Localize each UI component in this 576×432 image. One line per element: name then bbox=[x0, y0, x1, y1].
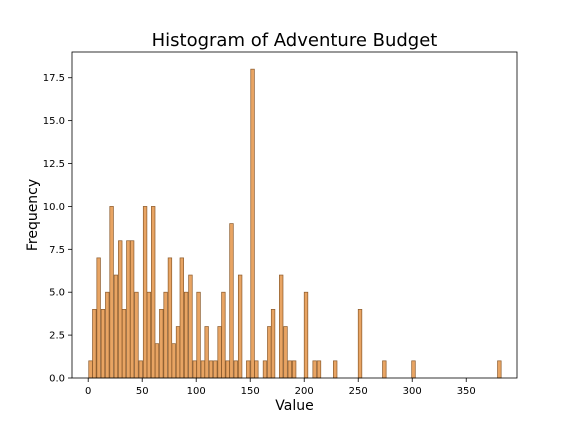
histogram-bar bbox=[121, 309, 127, 379]
histogram-bar bbox=[312, 360, 317, 379]
histogram-bar bbox=[246, 360, 251, 379]
histogram-bar bbox=[96, 257, 101, 379]
histogram-bar bbox=[196, 291, 201, 379]
histogram-bar bbox=[291, 360, 297, 379]
histogram-bar bbox=[283, 326, 288, 379]
y-tick-label: 17.5 bbox=[43, 73, 65, 84]
x-tick-label: 150 bbox=[241, 386, 260, 397]
histogram-bar bbox=[250, 68, 255, 379]
histogram-bar bbox=[213, 360, 218, 379]
histogram-bar bbox=[146, 291, 152, 379]
histogram-bar bbox=[163, 291, 168, 379]
histogram-bar bbox=[175, 326, 181, 379]
histogram-bar bbox=[267, 326, 272, 379]
histogram-bar bbox=[279, 274, 284, 379]
histogram-bar bbox=[105, 291, 110, 379]
histogram-bar bbox=[179, 257, 184, 379]
histogram-bar bbox=[270, 309, 276, 379]
x-tick-label: 350 bbox=[457, 386, 476, 397]
histogram-bar bbox=[225, 360, 230, 379]
histogram-bar bbox=[192, 360, 197, 379]
histogram-bar bbox=[92, 309, 97, 379]
histogram-bar bbox=[109, 206, 114, 379]
histogram-bar bbox=[126, 240, 131, 379]
histogram-bar bbox=[333, 360, 338, 379]
chart-title: Histogram of Adventure Budget bbox=[152, 30, 438, 51]
histogram-bar bbox=[183, 291, 189, 379]
histogram-bar bbox=[262, 360, 268, 379]
histogram-bar bbox=[200, 360, 206, 379]
histogram-bar bbox=[497, 360, 502, 379]
histogram-bar bbox=[88, 360, 93, 379]
plot-frame bbox=[71, 51, 518, 379]
histogram-bar bbox=[138, 360, 143, 379]
y-tick-label: 5.0 bbox=[49, 288, 65, 299]
histogram-bar bbox=[233, 360, 238, 379]
x-tick-label: 50 bbox=[136, 386, 149, 397]
histogram-bar bbox=[113, 274, 119, 379]
y-tick-label: 10.0 bbox=[43, 202, 65, 213]
y-tick-label: 2.5 bbox=[49, 331, 65, 342]
histogram-bar bbox=[254, 360, 259, 379]
histogram-bar bbox=[134, 291, 139, 379]
histogram-bar bbox=[382, 360, 387, 379]
x-tick-label: 250 bbox=[349, 386, 368, 397]
histogram-bar bbox=[221, 291, 226, 379]
histogram-bar bbox=[303, 291, 309, 379]
y-tick-label: 12.5 bbox=[43, 159, 65, 170]
histogram-bar bbox=[357, 309, 363, 379]
histogram-bar bbox=[151, 206, 156, 379]
histogram-bar bbox=[100, 309, 106, 379]
x-axis-label: Value bbox=[275, 398, 313, 414]
histogram-bar bbox=[118, 240, 123, 379]
histogram-bar bbox=[237, 274, 243, 379]
histogram-bar bbox=[217, 326, 222, 379]
histogram-bar bbox=[204, 326, 209, 379]
x-tick-label: 0 bbox=[85, 386, 91, 397]
histogram-bar bbox=[171, 343, 176, 379]
histogram-bar bbox=[188, 274, 193, 379]
histogram-bar bbox=[129, 240, 135, 379]
y-axis-label: Frequency bbox=[25, 179, 41, 251]
x-tick-label: 200 bbox=[295, 386, 314, 397]
histogram-bar bbox=[411, 360, 416, 379]
histogram-bar bbox=[208, 360, 214, 379]
histogram-bar bbox=[154, 343, 160, 379]
y-tick-label: 0.0 bbox=[49, 374, 65, 385]
histogram-bar bbox=[229, 223, 234, 379]
histogram-bar bbox=[142, 206, 148, 379]
histogram-bar bbox=[316, 360, 322, 379]
histogram-bar bbox=[287, 360, 292, 379]
histogram-bar bbox=[167, 257, 173, 379]
x-tick-label: 100 bbox=[187, 386, 206, 397]
x-tick-label: 300 bbox=[403, 386, 422, 397]
y-tick-label: 7.5 bbox=[49, 245, 65, 256]
y-axis-ticks: 0.0 2.5 5.0 7.5 10.0 12.5 15.0 17.5 bbox=[43, 73, 72, 385]
histogram-bar bbox=[159, 309, 164, 379]
y-tick-label: 15.0 bbox=[43, 116, 65, 127]
x-axis-ticks: 0 50 100 150 200 250 300 350 bbox=[85, 378, 476, 397]
